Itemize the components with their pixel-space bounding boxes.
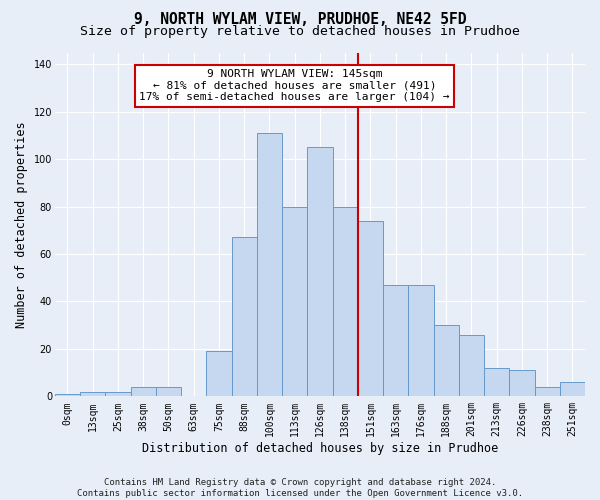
Bar [232,238,257,396]
Bar [156,387,181,396]
Bar [131,387,156,396]
Text: 9, NORTH WYLAM VIEW, PRUDHOE, NE42 5FD: 9, NORTH WYLAM VIEW, PRUDHOE, NE42 5FD [134,12,466,28]
Bar [358,221,383,396]
Bar [560,382,585,396]
Bar [55,394,80,396]
Bar [332,206,358,396]
Bar [106,392,131,396]
Text: 9 NORTH WYLAM VIEW: 145sqm
← 81% of detached houses are smaller (491)
17% of sem: 9 NORTH WYLAM VIEW: 145sqm ← 81% of deta… [139,69,450,102]
Bar [282,206,307,396]
Y-axis label: Number of detached properties: Number of detached properties [15,121,28,328]
Bar [307,148,332,396]
Text: Size of property relative to detached houses in Prudhoe: Size of property relative to detached ho… [80,25,520,38]
Bar [459,334,484,396]
Bar [535,387,560,396]
Text: Contains HM Land Registry data © Crown copyright and database right 2024.
Contai: Contains HM Land Registry data © Crown c… [77,478,523,498]
Bar [408,285,434,397]
X-axis label: Distribution of detached houses by size in Prudhoe: Distribution of detached houses by size … [142,442,498,455]
Bar [434,325,459,396]
Bar [383,285,408,397]
Bar [509,370,535,396]
Bar [206,352,232,397]
Bar [484,368,509,396]
Bar [257,133,282,396]
Bar [80,392,106,396]
